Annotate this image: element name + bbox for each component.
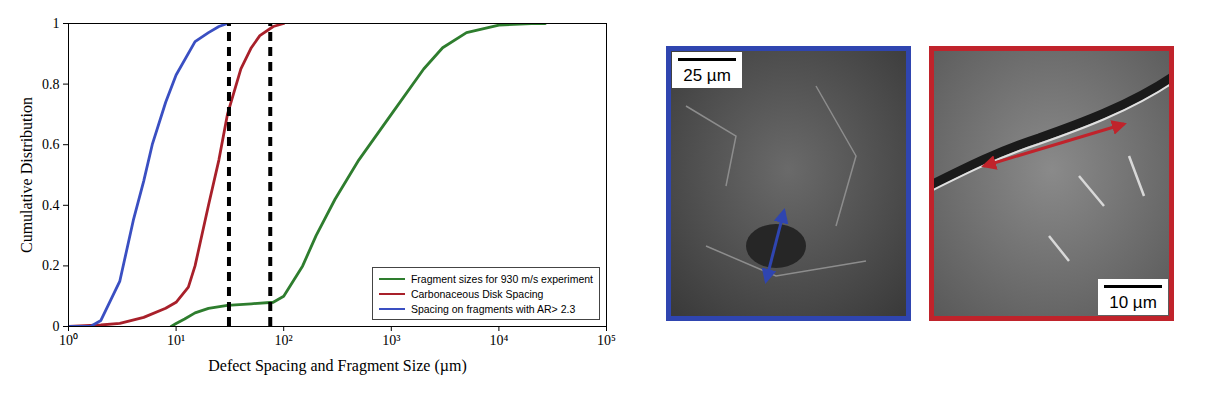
svg-text:0: 0 bbox=[53, 319, 60, 334]
svg-text:0.2: 0.2 bbox=[42, 258, 60, 273]
svg-text:0.6: 0.6 bbox=[42, 137, 60, 152]
svg-text:Defect Spacing and Fragment Si: Defect Spacing and Fragment Size (µm) bbox=[208, 357, 466, 375]
svg-text:1: 1 bbox=[53, 16, 60, 31]
svg-text:10¹: 10¹ bbox=[167, 333, 185, 348]
svg-text:10⁰: 10⁰ bbox=[59, 333, 78, 348]
svg-text:10²: 10² bbox=[275, 333, 293, 348]
svg-text:25 µm: 25 µm bbox=[683, 66, 731, 85]
svg-text:10⁴: 10⁴ bbox=[489, 333, 508, 348]
svg-text:10 µm: 10 µm bbox=[1109, 293, 1157, 312]
svg-text:10³: 10³ bbox=[382, 333, 400, 348]
svg-text:0.4: 0.4 bbox=[42, 198, 60, 213]
svg-text:Cumulative Distribution: Cumulative Distribution bbox=[18, 97, 35, 253]
html-text:Spacing on fragments with AR>: Spacing on fragments with AR> 2.3 bbox=[410, 302, 576, 315]
html-text:Carbonaceous Disk Spacing: Carbonaceous Disk Spacing bbox=[410, 287, 544, 300]
html-text:Fragment sizes for 930 m/s exp: Fragment sizes for 930 m/s experiment bbox=[410, 272, 593, 285]
svg-text:10⁵: 10⁵ bbox=[597, 333, 616, 348]
svg-text:0.8: 0.8 bbox=[42, 77, 60, 92]
